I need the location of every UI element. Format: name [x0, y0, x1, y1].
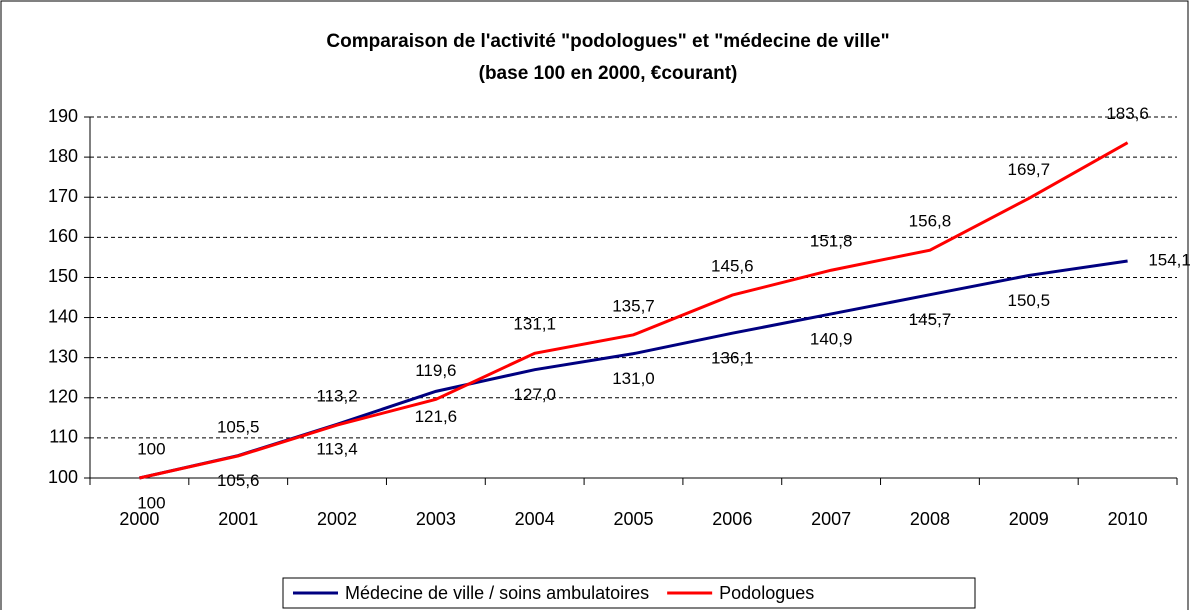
data-label: 119,6: [415, 361, 456, 380]
data-label: 140,9: [810, 329, 853, 348]
data-label: 113,2: [316, 387, 357, 406]
legend-box: [282, 577, 976, 609]
y-tick-label: 190: [48, 106, 78, 126]
data-label: 105,5: [217, 417, 260, 436]
x-tick-label: 2001: [218, 509, 258, 529]
x-tick-label: 2009: [1009, 509, 1049, 529]
y-tick-label: 100: [48, 467, 78, 487]
data-label: 145,7: [909, 310, 952, 329]
y-tick-label: 180: [48, 146, 78, 166]
x-tick-label: 2006: [712, 509, 752, 529]
data-label: 135,7: [612, 296, 655, 315]
y-tick-label: 130: [48, 346, 78, 366]
legend-label: Podologues: [719, 583, 814, 603]
x-tick-label: 2005: [613, 509, 653, 529]
data-label: 136,1: [711, 349, 754, 368]
data-label: 113,4: [316, 440, 357, 459]
data-label: 121,6: [415, 407, 458, 426]
data-label: 131,1: [513, 315, 556, 334]
y-tick-label: 120: [48, 387, 78, 407]
data-label: 150,5: [1007, 291, 1050, 310]
series-line: [139, 141, 1129, 480]
data-label: 131,0: [612, 369, 655, 388]
data-label: 151,8: [810, 232, 853, 251]
x-tick-label: 2003: [416, 509, 456, 529]
x-tick-label: 2004: [515, 509, 555, 529]
legend-label: Médecine de ville / soins ambulatoires: [345, 583, 649, 603]
x-tick-label: 2008: [910, 509, 950, 529]
y-tick-label: 170: [48, 186, 78, 206]
x-tick-label: 2007: [811, 509, 851, 529]
data-label: 156,8: [909, 212, 952, 231]
data-label: 100: [137, 439, 165, 458]
data-label: 183,6: [1106, 104, 1149, 123]
data-label: 145,6: [711, 257, 754, 276]
data-label: 105,6: [217, 471, 260, 490]
x-tick-label: 2010: [1108, 509, 1148, 529]
y-tick-label: 150: [48, 266, 78, 286]
y-tick-label: 160: [48, 226, 78, 246]
chart-title: Comparaison de l'activité "podologues" e…: [326, 31, 889, 52]
data-label: 154,1: [1148, 250, 1190, 269]
x-tick-label: 2002: [317, 509, 357, 529]
x-tick-label: 2000: [119, 509, 159, 529]
chart-subtitle: (base 100 en 2000, €courant): [479, 63, 738, 84]
data-label: 169,7: [1007, 160, 1050, 179]
y-tick-label: 140: [48, 306, 78, 326]
data-label: 127,0: [513, 385, 556, 404]
data-label: 100: [137, 493, 165, 512]
y-tick-label: 110: [49, 427, 78, 447]
